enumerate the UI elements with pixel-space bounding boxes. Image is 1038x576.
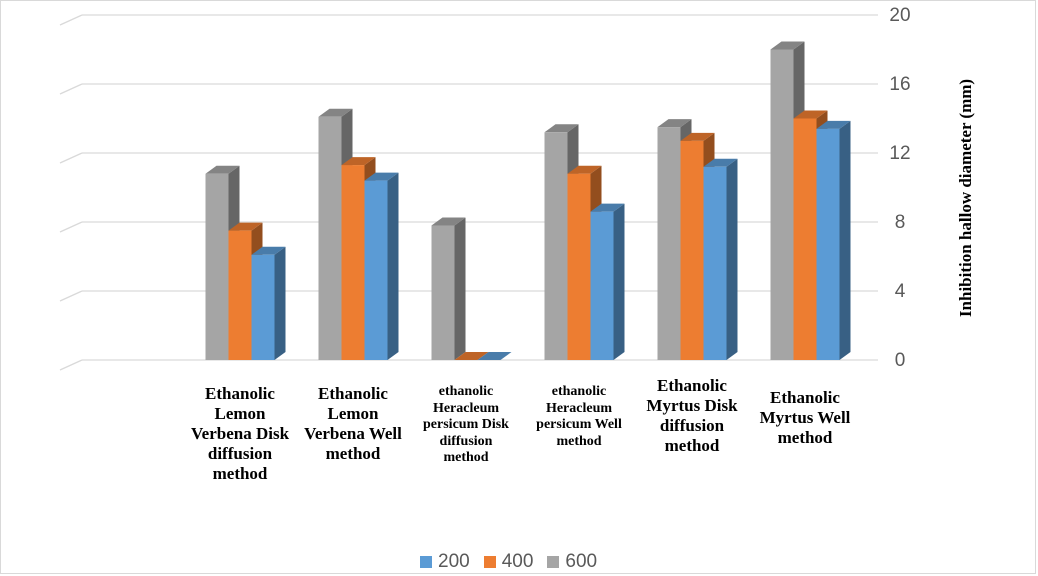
- legend-item-600: 600: [547, 551, 597, 573]
- legend-swatch: [547, 556, 560, 568]
- gridline-side: [59, 14, 83, 26]
- gridline-side: [59, 152, 83, 164]
- legend-label: 600: [565, 551, 598, 572]
- bar-200: [703, 158, 738, 360]
- legend-item-400: 400: [483, 551, 534, 573]
- y-axis-title-text: Inhibition hallow diameter (mm): [956, 78, 975, 318]
- bar-600: [431, 217, 466, 360]
- x-category-label: ethanolic Heracleum persicum Well method: [536, 384, 622, 449]
- x-category-label: Ethanolic Lemon Verbena Well method: [304, 384, 402, 464]
- y-tick-label: 0: [895, 350, 906, 371]
- legend-swatch: [483, 556, 496, 568]
- legend-item-200: 200: [420, 551, 470, 573]
- y-tick-label: 8: [895, 212, 906, 233]
- x-category-label: ethanolic Heracleum persicum Disk diffus…: [423, 384, 509, 466]
- gridline-side: [59, 221, 83, 233]
- legend-label: 200: [438, 551, 470, 572]
- x-category-label: Ethanolic Myrtus Well method: [759, 388, 851, 448]
- y-tick-label: 12: [889, 143, 910, 164]
- x-category-label: Ethanolic Myrtus Disk diffusion method: [646, 376, 738, 456]
- bar-400: [454, 352, 489, 360]
- y-tick-label: 20: [889, 5, 910, 26]
- bar-200: [477, 352, 512, 360]
- legend: 200 400 600: [420, 550, 597, 574]
- y-tick-label: 4: [895, 281, 906, 302]
- y-tick-label: 16: [889, 74, 910, 95]
- gridline-side: [59, 290, 83, 302]
- bar-200: [816, 120, 851, 360]
- legend-swatch: [420, 556, 432, 568]
- legend-label: 400: [501, 551, 534, 572]
- gridline-side: [59, 83, 83, 95]
- bar-200: [590, 203, 625, 360]
- bar-200: [251, 246, 286, 360]
- gridline-side: [59, 359, 83, 371]
- bar-200: [364, 172, 399, 360]
- x-category-label: Ethanolic Lemon Verbena Disk diffusion m…: [190, 384, 290, 484]
